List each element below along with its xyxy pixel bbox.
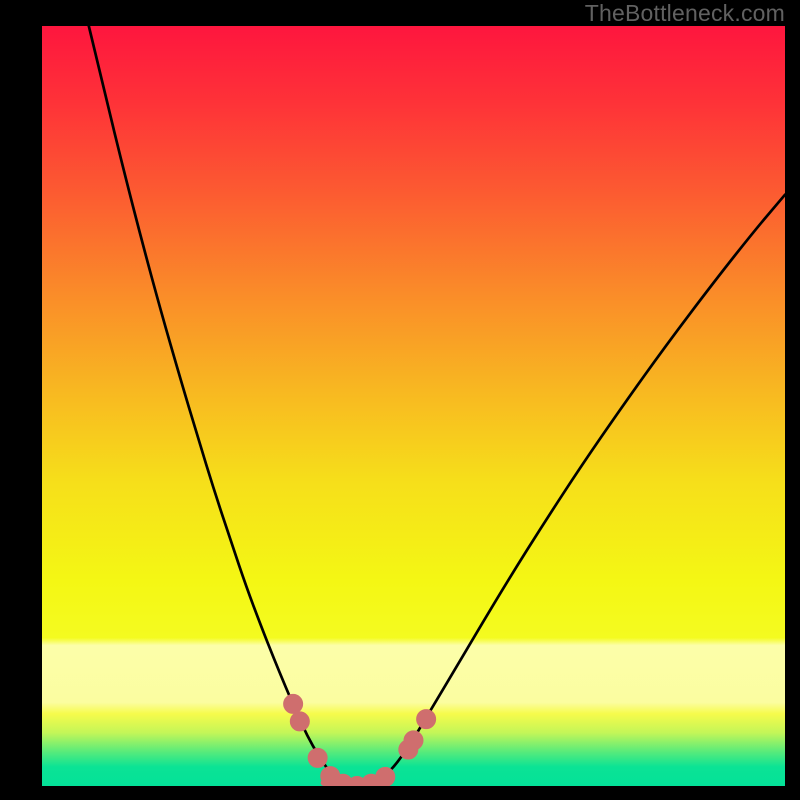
bottleneck-curve-chart	[42, 26, 785, 786]
chart-frame: TheBottleneck.com	[0, 0, 800, 800]
data-marker	[376, 767, 395, 786]
data-marker	[417, 710, 436, 729]
data-marker	[290, 712, 309, 731]
data-marker	[404, 731, 423, 750]
data-marker	[308, 748, 327, 767]
watermark-label: TheBottleneck.com	[585, 0, 785, 27]
data-marker	[284, 694, 303, 713]
